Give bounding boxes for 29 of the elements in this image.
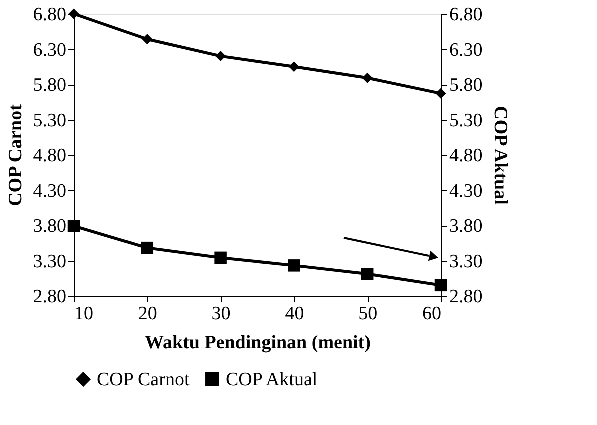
y2-tick-label: 6.30 — [450, 40, 483, 61]
y2-tick-label: 3.80 — [450, 216, 483, 237]
y-tick-label: 3.30 — [33, 251, 66, 272]
x-tick-label: 40 — [285, 304, 304, 324]
x-tick-label: 20 — [138, 304, 158, 324]
y2-tick-label: 3.30 — [450, 251, 483, 272]
legend-label: COP Aktual — [226, 370, 318, 391]
x-tick-label: 10 — [74, 304, 94, 324]
legend-label: COP Carnot — [97, 370, 190, 391]
y2-tick-label: 5.30 — [450, 110, 483, 132]
y-tick-label: 5.30 — [33, 110, 66, 132]
y-tick-label: 5.80 — [33, 75, 66, 96]
x-tick-label: 60 — [422, 304, 442, 324]
y2-tick-label: 4.80 — [450, 146, 483, 166]
y-tick-label: 2.80 — [33, 286, 66, 308]
y2-tick-label: 4.30 — [450, 180, 483, 202]
y2-tick-label: 5.80 — [450, 75, 483, 96]
y-tick-label: 4.80 — [33, 146, 66, 166]
y2-tick-label: 2.80 — [450, 286, 483, 308]
x-axis-title: Waktu Pendinginan (menit) — [145, 332, 371, 354]
y-tick-label: 4.30 — [33, 180, 66, 202]
y-tick-label: 3.80 — [33, 216, 66, 237]
x-tick-label: 30 — [212, 304, 231, 324]
y2-axis-title: COP Aktual — [490, 106, 511, 205]
y-axis-title: COP Carnot — [5, 104, 26, 206]
y-tick-label: 6.80 — [33, 4, 66, 26]
x-tick-label: 50 — [358, 304, 378, 324]
y-tick-label: 6.30 — [33, 40, 66, 61]
y2-tick-label: 6.80 — [450, 4, 483, 26]
